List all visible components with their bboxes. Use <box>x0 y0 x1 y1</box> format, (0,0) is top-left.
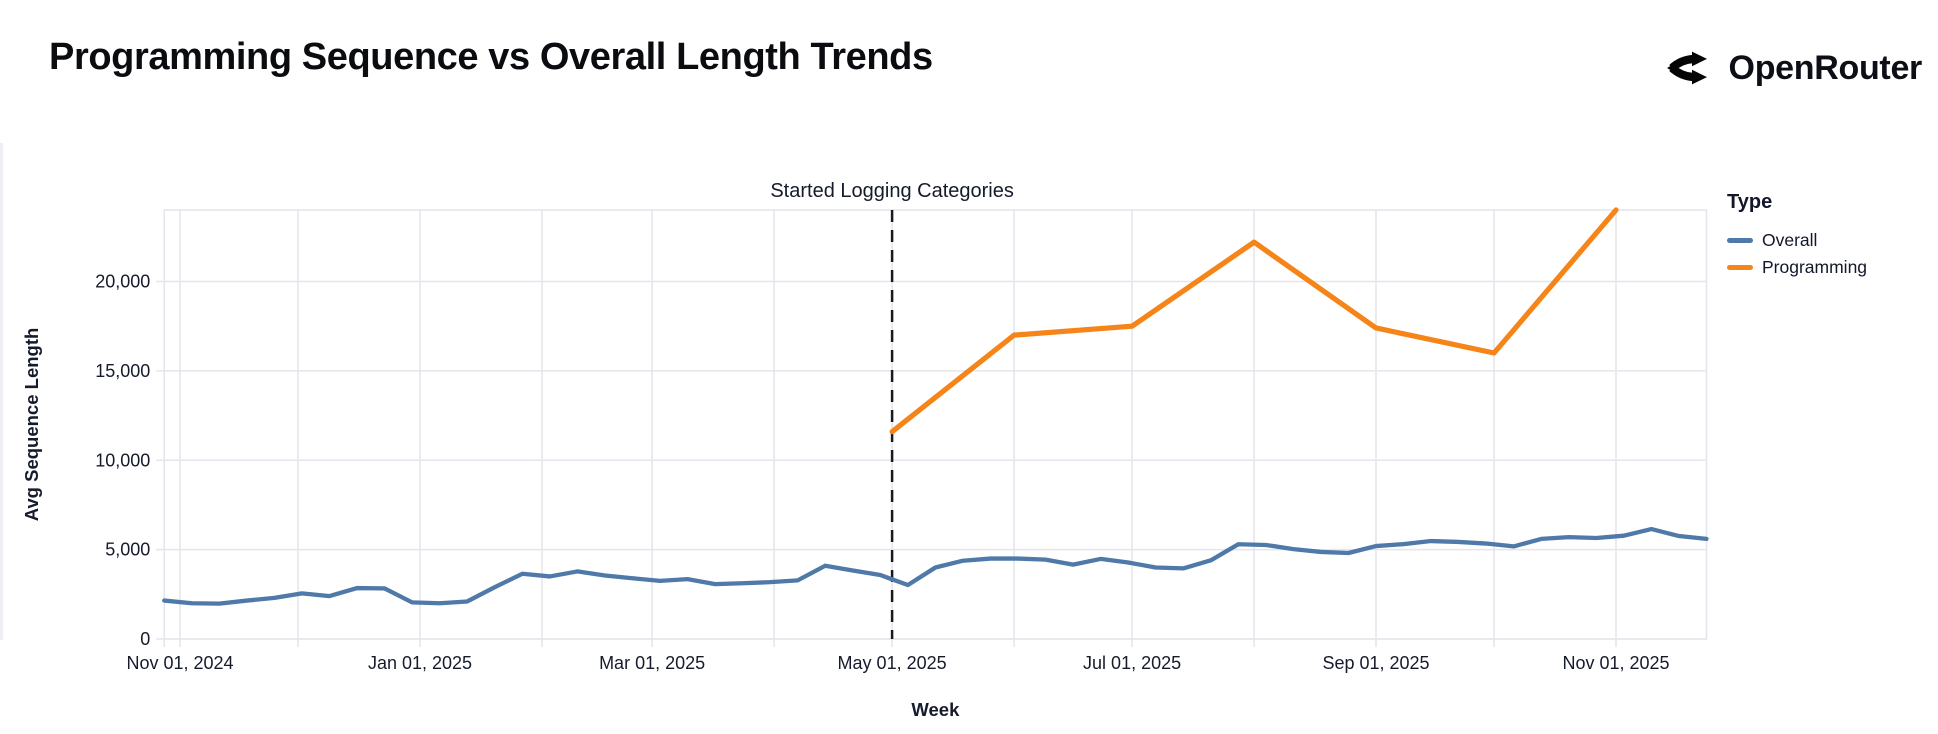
series-line-overall <box>162 526 1709 606</box>
brand-name: OpenRouter <box>1728 48 1923 87</box>
legend-title: Type <box>1727 191 1773 213</box>
x-tick-label: Jul 01, 2025 <box>1083 653 1181 673</box>
y-tick-label: 10,000 <box>95 450 150 470</box>
legend-item-programming[interactable]: Programming <box>1727 254 1867 281</box>
legend-label-overall: Overall <box>1762 230 1818 250</box>
legend: Type Overall Programming <box>1727 191 1867 281</box>
y-tick-label: 15,000 <box>95 361 150 381</box>
series-line-programming <box>889 207 1619 435</box>
y-tick-label: 0 <box>140 629 150 649</box>
legend-label-programming: Programming <box>1762 257 1868 277</box>
page-title: Programming Sequence vs Overall Length T… <box>49 36 933 78</box>
legend-item-overall[interactable]: Overall <box>1727 227 1867 254</box>
annotation-label: Started Logging Categories <box>770 180 1014 202</box>
x-tick-label: Mar 01, 2025 <box>599 653 705 673</box>
y-axis-title: Avg Sequence Length <box>21 328 42 522</box>
page-left-edge-strip <box>0 143 3 640</box>
legend-swatch-programming <box>1727 265 1753 270</box>
x-axis-title: Week <box>911 699 960 720</box>
x-tick-label: May 01, 2025 <box>838 653 947 673</box>
y-tick-label: 20,000 <box>95 272 150 292</box>
openrouter-logo-icon <box>1666 48 1716 88</box>
openrouter-brand[interactable]: OpenRouter <box>1666 48 1922 88</box>
x-tick-label: Sep 01, 2025 <box>1322 653 1429 673</box>
legend-swatch-overall <box>1727 238 1753 243</box>
x-tick-label: Jan 01, 2025 <box>368 653 472 673</box>
plot-border <box>163 209 1708 640</box>
y-tick-label: 5,000 <box>105 540 150 560</box>
x-tick-label: Nov 01, 2025 <box>1562 653 1669 673</box>
x-tick-label: Nov 01, 2024 <box>126 653 233 673</box>
